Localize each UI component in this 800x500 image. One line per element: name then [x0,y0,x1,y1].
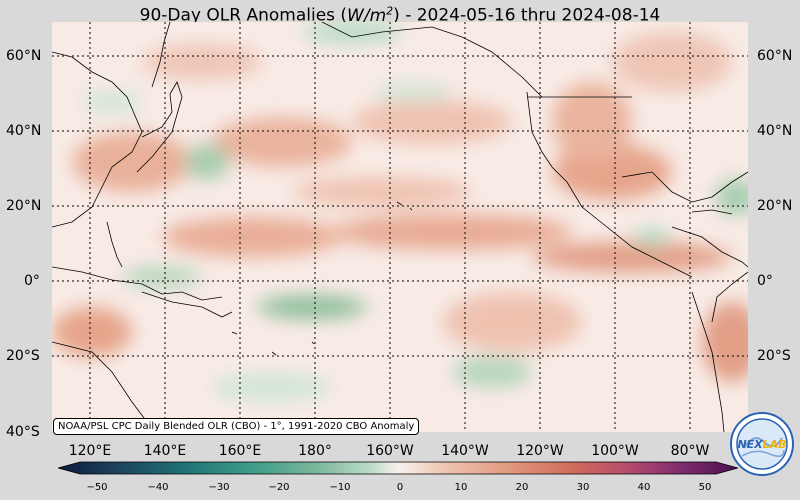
lon-label-120e: 120°E [68,443,112,459]
anomaly-field [52,22,748,402]
lon-label-120w: 120°W [516,443,564,459]
colorbar-tick-10: 10 [454,482,468,493]
lat-label-right-0: 0° [757,273,773,289]
north-america-west-coast [526,91,693,278]
lat-label-left-0: 0° [24,273,40,289]
philippines-coast [106,221,123,268]
map-title: 90-Day OLR Anomalies (W/m2) - 2024-05-16… [0,0,800,27]
colorbar-tick-minus30: −30 [208,482,230,493]
lat-label-left-20n: 20°N [6,198,42,214]
south-america-interior [711,271,748,323]
title-unit: W/m2 [347,4,394,26]
colorbar [58,461,738,475]
colorbar-tick-30: 30 [576,482,590,493]
colorbar-tick-minus10: −10 [329,482,351,493]
lat-label-right-40n: 40°N [757,123,793,139]
lon-label-160e: 160°E [218,443,262,459]
new-guinea-coast [141,291,233,318]
colorbar-tick-0: 0 [396,482,404,493]
central-america-coast [671,226,748,268]
lat-label-left-40n: 40°N [6,123,42,139]
lon-label-180: 180° [298,443,332,459]
title-suffix: ) - 2024-05-16 thru 2024-08-14 [393,5,661,26]
colorbar-tick-minus50: −50 [86,482,108,493]
colorbar-tick-minus20: −20 [268,482,290,493]
colorbar-tick-50: 50 [698,482,712,493]
gulf-coast [621,171,748,203]
lat-label-right-60n: 60°N [757,48,793,64]
pacific-islands [231,331,315,356]
lon-label-140w: 140°W [441,443,489,459]
colorbar-body [58,461,738,475]
lat-label-left-20s: 20°S [6,348,40,364]
lon-label-140e: 140°E [143,443,187,459]
lon-label-80w: 80°W [670,443,710,459]
hawaii-islands [396,201,413,211]
alaska-coast [321,22,543,98]
colorbar-tick-minus40: −40 [147,482,169,493]
olr-anomaly-map [52,22,748,432]
lon-label-160w: 160°W [366,443,414,459]
maritime-continent [52,266,223,301]
svg-text:NEXLAB: NEXLAB [737,438,786,451]
lon-label-100w: 100°W [591,443,639,459]
caribbean-islands [691,209,733,215]
lat-label-right-20s: 20°S [757,348,791,364]
title-prefix: 90-Day OLR Anomalies ( [139,5,348,26]
south-america-west-coast [691,291,725,432]
lat-label-left-40s: 40°S [6,424,40,440]
kamchatka-coast [151,22,171,88]
asia-coast [52,51,143,228]
colorbar-tick-20: 20 [515,482,529,493]
colorbar-tick-40: 40 [637,482,651,493]
gridlines [52,22,748,432]
lat-label-left-60n: 60°N [6,48,42,64]
nexlab-logo: NEXLAB [730,412,794,476]
data-source-credit: NOAA/PSL CPC Daily Blended OLR (CBO) - 1… [53,418,420,435]
lat-label-right-20n: 20°N [757,198,793,214]
